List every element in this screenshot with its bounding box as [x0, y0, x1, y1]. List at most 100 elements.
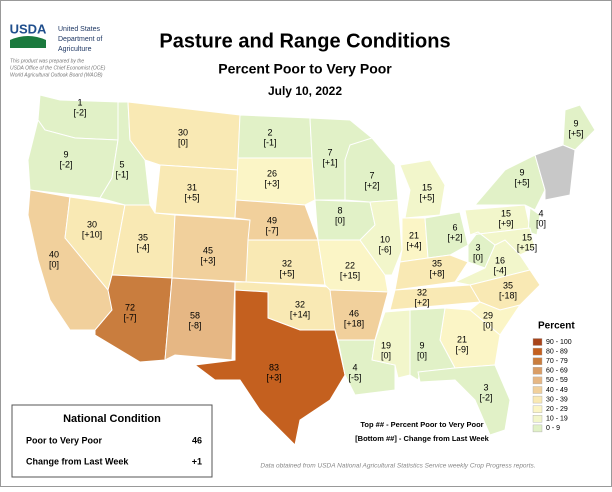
key-text: Top ## - Percent Poor to Very Poor — [360, 420, 483, 429]
legend-label: 0 - 9 — [546, 425, 560, 432]
state — [469, 227, 536, 256]
title: Pasture and Range Conditions — [159, 30, 450, 52]
state-value: 45 — [203, 245, 213, 255]
state-change: [+8] — [429, 268, 444, 278]
state-labels: 1[-2]9[-2]40[0]30[+10]5[-1]30[0]31[+5]35… — [49, 97, 584, 402]
state-value: 3 — [475, 242, 480, 252]
state-value: 3 — [483, 382, 488, 392]
state-change: [+2] — [414, 297, 429, 307]
state-value: 35 — [138, 232, 148, 242]
state-change: [+1] — [322, 157, 337, 167]
state-change: [-4] — [136, 242, 149, 252]
state-value: 2 — [267, 127, 272, 137]
state-change: [+2] — [447, 232, 462, 242]
state-change: [+10] — [82, 229, 102, 239]
state-value: 26 — [267, 168, 277, 178]
state-value: 32 — [282, 258, 292, 268]
legend-swatch — [532, 338, 543, 346]
state-change: [-1] — [115, 169, 128, 179]
state — [417, 364, 511, 436]
state-change: [0] — [381, 350, 391, 360]
legend-label: 40 - 49 — [546, 387, 568, 394]
state-change: [-7] — [123, 312, 136, 322]
state-change: [0] — [473, 252, 483, 262]
state-change: [-18] — [499, 290, 517, 300]
state-value: 8 — [337, 205, 342, 215]
state-change: [0] — [335, 215, 345, 225]
state-value: 31 — [187, 182, 197, 192]
state-value: 4 — [538, 208, 543, 218]
state-change: [-9] — [455, 344, 468, 354]
legend-swatch — [532, 405, 543, 413]
state-change: [+5] — [184, 192, 199, 202]
state-value: 72 — [125, 302, 135, 312]
state — [164, 277, 236, 361]
legend-swatch — [532, 424, 543, 433]
state-value: 32 — [417, 287, 427, 297]
state-change: [+4] — [406, 240, 421, 250]
state-change: [-6] — [378, 244, 391, 254]
state — [371, 309, 411, 379]
state-value: 21 — [457, 334, 467, 344]
state-value: 6 — [452, 222, 457, 232]
state-change: [-8] — [188, 320, 201, 330]
state-change: [-5] — [348, 372, 361, 382]
state-change: [-1] — [263, 137, 276, 147]
state-change: [-2] — [73, 107, 86, 117]
state-value: 9 — [63, 149, 68, 159]
state-change: [0] — [536, 218, 546, 228]
legend-label: 30 - 39 — [546, 396, 568, 403]
state-change: [+9] — [498, 218, 513, 228]
national-value: 46 — [192, 435, 202, 445]
state-value: 9 — [573, 118, 578, 128]
state-value: 15 — [522, 232, 532, 242]
state-change: [+3] — [200, 255, 215, 265]
state-change: [0] — [483, 320, 493, 330]
state-value: 35 — [432, 258, 442, 268]
legend-label: 10 - 19 — [546, 416, 568, 423]
state-value: 9 — [419, 340, 424, 350]
state-value: 46 — [349, 308, 359, 318]
subtitle: Percent Poor to Very Poor — [218, 61, 392, 77]
credit: This product was prepared by the — [10, 58, 84, 64]
states-layer — [27, 94, 596, 447]
state-value: 35 — [503, 280, 513, 290]
state-value: 30 — [178, 127, 188, 137]
logo-text: United States — [58, 26, 101, 33]
legend-swatch — [532, 386, 543, 394]
state-value: 83 — [269, 362, 279, 372]
credit: World Agricultural Outlook Board (WAOB) — [10, 72, 103, 78]
state-change: [+5] — [514, 177, 529, 187]
key-text: [Bottom ##] - Change from Last Week — [355, 434, 489, 443]
state-change: [-2] — [59, 159, 72, 169]
logo-text: Agriculture — [58, 46, 92, 53]
logo-text: Department of — [58, 36, 102, 43]
national-frame — [11, 404, 213, 478]
state-value: 58 — [190, 310, 200, 320]
logo-mark: USDA — [10, 21, 47, 36]
state-value: 15 — [501, 208, 511, 218]
state-change: [-7] — [265, 225, 278, 235]
state-value: 30 — [87, 219, 97, 229]
date: July 10, 2022 — [268, 84, 342, 98]
state-change: [0] — [417, 350, 427, 360]
state-change: [0] — [49, 259, 59, 269]
state-change: [+3] — [264, 178, 279, 188]
state-value: 49 — [267, 215, 277, 225]
state-change: [+2] — [364, 180, 379, 190]
state-value: 10 — [380, 234, 390, 244]
national-label: Poor to Very Poor — [26, 435, 103, 445]
legend-label: 60 - 69 — [546, 368, 568, 375]
state-value: 9 — [519, 167, 524, 177]
legend-label: 20 - 29 — [546, 406, 568, 413]
national-value: +1 — [192, 456, 202, 466]
state-change: [+14] — [290, 309, 310, 319]
no-data-states — [534, 144, 576, 201]
national-box: National Condition Poor to Very Poor 46 … — [11, 404, 213, 478]
state — [424, 211, 469, 259]
source: Data obtained from USDA National Agricul… — [260, 463, 535, 470]
state-value: 22 — [345, 260, 355, 270]
state-value: 32 — [295, 299, 305, 309]
national-title: National Condition — [63, 413, 161, 425]
